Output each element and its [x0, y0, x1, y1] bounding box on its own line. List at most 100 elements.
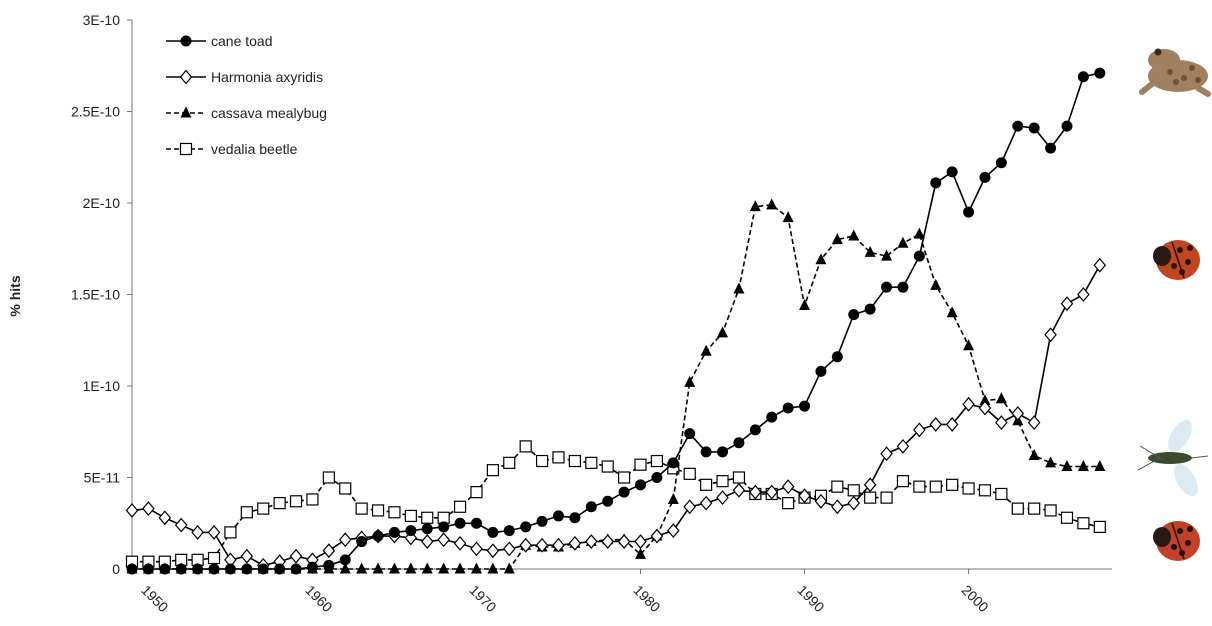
data-point-vedalia-beetle: [618, 471, 631, 484]
data-point-cassava-mealybug: [979, 394, 991, 406]
ladybug-spot: [1177, 528, 1183, 534]
ladybug-head: [1153, 527, 1171, 547]
data-point-vedalia-beetle: [503, 456, 516, 469]
data-point-cassava-mealybug: [454, 562, 466, 574]
data-point-cane-toad: [602, 495, 614, 507]
series-vedalia-beetle: [125, 440, 1106, 568]
data-point-vedalia-beetle: [240, 506, 253, 519]
data-point-cassava-mealybug: [470, 562, 482, 574]
data-point-vedalia-beetle: [929, 480, 942, 493]
series-cane-toad: [126, 67, 1106, 575]
data-point-harmonia-axyridis: [158, 510, 172, 526]
data-point-cassava-mealybug: [864, 245, 876, 257]
data-point-harmonia-axyridis: [191, 524, 204, 540]
data-point-cassava-mealybug: [388, 562, 400, 574]
data-point-vedalia-beetle: [355, 502, 368, 515]
data-point-cane-toad: [618, 486, 630, 498]
data-point-cane-toad: [1094, 67, 1106, 79]
data-point-vedalia-beetle: [257, 502, 270, 515]
data-point-harmonia-axyridis: [880, 446, 893, 462]
data-point-cassava-mealybug: [438, 562, 450, 574]
x-tick-label: 1950: [138, 582, 171, 615]
data-point-cassava-mealybug: [503, 562, 515, 574]
data-point-cassava-mealybug: [733, 282, 745, 294]
data-point-cane-toad: [503, 525, 515, 537]
data-point-cane-toad: [339, 554, 351, 566]
x-tick-label: 2000: [958, 582, 991, 615]
data-point-cane-toad: [224, 563, 236, 575]
data-point-cane-toad: [585, 501, 597, 513]
data-point-harmonia-axyridis: [453, 535, 467, 551]
data-point-cane-toad: [536, 515, 548, 527]
data-point-harmonia-axyridis: [1027, 415, 1041, 431]
data-point-harmonia-axyridis: [781, 479, 795, 495]
insect-wing: [1168, 419, 1192, 453]
data-point-cassava-mealybug: [684, 375, 696, 387]
data-point-cane-toad: [487, 526, 499, 538]
data-point-vedalia-beetle: [404, 509, 417, 523]
x-tick-label: 1960: [302, 582, 335, 615]
y-axis-title: % hits: [7, 275, 23, 316]
data-point-cassava-mealybug: [700, 344, 712, 356]
data-point-harmonia-axyridis: [847, 495, 861, 511]
data-point-harmonia-axyridis: [420, 534, 434, 549]
toad-wart: [1167, 69, 1173, 75]
data-point-cane-toad: [848, 309, 860, 321]
data-point-cane-toad: [831, 351, 843, 363]
data-point-vedalia-beetle: [339, 482, 352, 495]
data-point-vedalia-beetle: [453, 500, 467, 513]
data-point-cane-toad: [159, 563, 171, 575]
series-line-cassava-mealybug: [132, 203, 1100, 570]
legend-item-cassava-mealybug: cassava mealybug: [166, 105, 327, 121]
data-point-cane-toad: [454, 517, 466, 529]
data-point-vedalia-beetle: [421, 511, 434, 524]
data-point-cane-toad: [257, 563, 269, 575]
data-point-vedalia-beetle: [700, 478, 713, 491]
data-point-vedalia-beetle: [650, 454, 664, 468]
data-point-harmonia-axyridis: [814, 493, 828, 509]
data-point-vedalia-beetle: [552, 451, 565, 464]
data-point-harmonia-axyridis: [207, 524, 221, 540]
data-point-harmonia-axyridis: [896, 438, 910, 454]
data-point-cane-toad: [684, 428, 696, 440]
ladybug-spot: [1187, 526, 1193, 532]
data-point-cane-toad: [356, 536, 368, 548]
data-point-cassava-mealybug: [963, 339, 975, 351]
data-point-cane-toad: [470, 517, 482, 529]
legend-item-vedalia-beetle: vedalia beetle: [166, 141, 298, 157]
data-point-harmonia-axyridis: [142, 501, 155, 517]
data-point-vedalia-beetle: [847, 484, 860, 497]
ladybug-spot: [1171, 544, 1177, 550]
x-tick-label: 1980: [630, 582, 663, 615]
data-point-cassava-mealybug: [749, 200, 761, 212]
data-point-cane-toad: [897, 281, 909, 293]
toad-wart: [1189, 65, 1195, 71]
data-point-cane-toad: [635, 479, 647, 491]
data-point-cassava-mealybug: [1061, 460, 1073, 472]
data-point-cane-toad: [552, 510, 564, 522]
legend-marker: [180, 35, 192, 47]
data-point-harmonia-axyridis: [732, 482, 746, 498]
data-point-cane-toad: [569, 512, 581, 524]
legend-item-cane-toad: cane toad: [166, 33, 273, 49]
ladybug-spot: [1171, 263, 1177, 269]
data-point-cane-toad: [208, 563, 220, 575]
toad-wart: [1195, 77, 1201, 83]
data-point-vedalia-beetle: [1028, 502, 1041, 515]
data-point-cane-toad: [864, 303, 876, 315]
data-point-harmonia-axyridis: [863, 477, 877, 493]
data-point-cassava-mealybug: [339, 562, 351, 574]
data-point-cassava-mealybug: [405, 562, 417, 574]
data-point-cassava-mealybug: [356, 562, 368, 574]
data-point-harmonia-axyridis: [667, 523, 680, 538]
data-point-cane-toad: [1028, 122, 1040, 134]
data-point-cassava-mealybug: [717, 326, 729, 338]
toad-wart: [1173, 79, 1179, 85]
data-point-vedalia-beetle: [946, 478, 959, 491]
data-point-harmonia-axyridis: [322, 543, 336, 559]
legend-marker: [179, 69, 193, 85]
data-point-harmonia-axyridis: [962, 396, 975, 412]
data-point-vedalia-beetle: [864, 491, 877, 504]
